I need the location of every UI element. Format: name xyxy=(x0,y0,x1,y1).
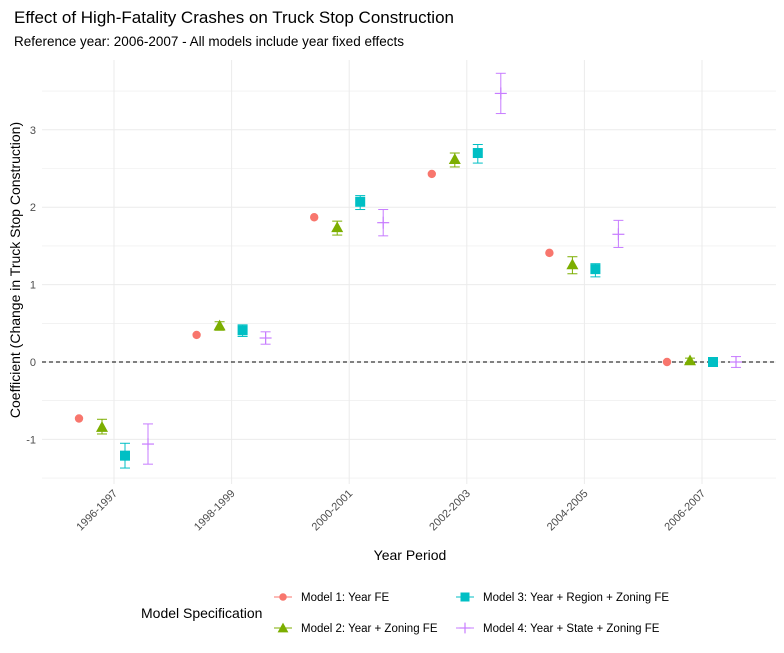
point-marker xyxy=(662,357,672,367)
legend-label: Model 3: Year + Region + Zoning FE xyxy=(483,592,669,604)
gridlines xyxy=(42,60,776,484)
x-axis-ticks: 1996-1997 1998-1999 2000-2001 2002-2003 2004… xyxy=(74,488,708,534)
point-marker xyxy=(460,592,470,602)
point-marker xyxy=(427,169,436,179)
legend-label: Model 1: Year FE xyxy=(301,592,390,604)
y-tick-label: 2 xyxy=(30,202,36,214)
point-marker xyxy=(120,450,130,461)
point-marker xyxy=(448,153,461,165)
point-marker xyxy=(472,148,483,159)
series-2 xyxy=(96,152,696,435)
point-marker xyxy=(545,248,554,258)
y-axis-title: Coefficient (Change in Truck Stop Constr… xyxy=(7,122,23,418)
y-tick-label: 1 xyxy=(30,280,36,292)
point-marker xyxy=(277,622,289,633)
y-tick-label: 0 xyxy=(30,357,36,369)
x-tick-label: 2006-2007 xyxy=(662,488,708,534)
point-marker xyxy=(684,354,696,366)
point-marker xyxy=(708,357,718,367)
y-axis-ticks: -1 0 1 2 3 xyxy=(26,125,36,447)
point-marker xyxy=(213,319,226,331)
legend: Model 1: Year FE Model 2: Year + Zoning F… xyxy=(274,592,669,635)
x-tick-label: 1998-1999 xyxy=(192,488,238,534)
legend-label: Model 2: Year + Zoning FE xyxy=(301,623,438,635)
chart-subtitle: Reference year: 2006-2007 - All models i… xyxy=(14,34,404,49)
point-marker xyxy=(96,421,108,432)
point-marker xyxy=(74,414,84,423)
point-marker xyxy=(566,258,579,270)
point-marker xyxy=(355,196,366,207)
x-tick-label: 2002-2003 xyxy=(427,488,473,534)
point-marker xyxy=(279,593,287,601)
point-marker xyxy=(310,213,319,222)
x-axis-title: Year Period xyxy=(374,547,447,563)
point-marker xyxy=(331,221,344,233)
legend-item: Model 1: Year FE xyxy=(274,592,390,604)
legend-label: Model 4: Year + State + Zoning FE xyxy=(483,623,660,635)
legend-item: Model 3: Year + Region + Zoning FE xyxy=(456,592,669,604)
x-tick-label: 1996-1997 xyxy=(74,488,120,534)
legend-item: Model 4: Year + State + Zoning FE xyxy=(456,622,660,635)
chart-title: Effect of High-Fatality Crashes on Truck… xyxy=(14,8,454,27)
legend-item: Model 2: Year + Zoning FE xyxy=(274,622,438,635)
y-tick-label: 3 xyxy=(30,125,36,137)
x-tick-label: 2004-2005 xyxy=(545,488,591,534)
point-marker xyxy=(590,264,601,275)
point-marker xyxy=(237,325,248,336)
data-marks xyxy=(74,72,742,469)
series-3 xyxy=(120,144,718,469)
point-marker xyxy=(192,330,201,340)
y-tick-label: -1 xyxy=(26,434,36,446)
legend-title: Model Specification xyxy=(141,605,262,621)
x-tick-label: 2000-2001 xyxy=(310,488,356,534)
series-4 xyxy=(142,72,742,465)
series-1 xyxy=(74,169,672,423)
